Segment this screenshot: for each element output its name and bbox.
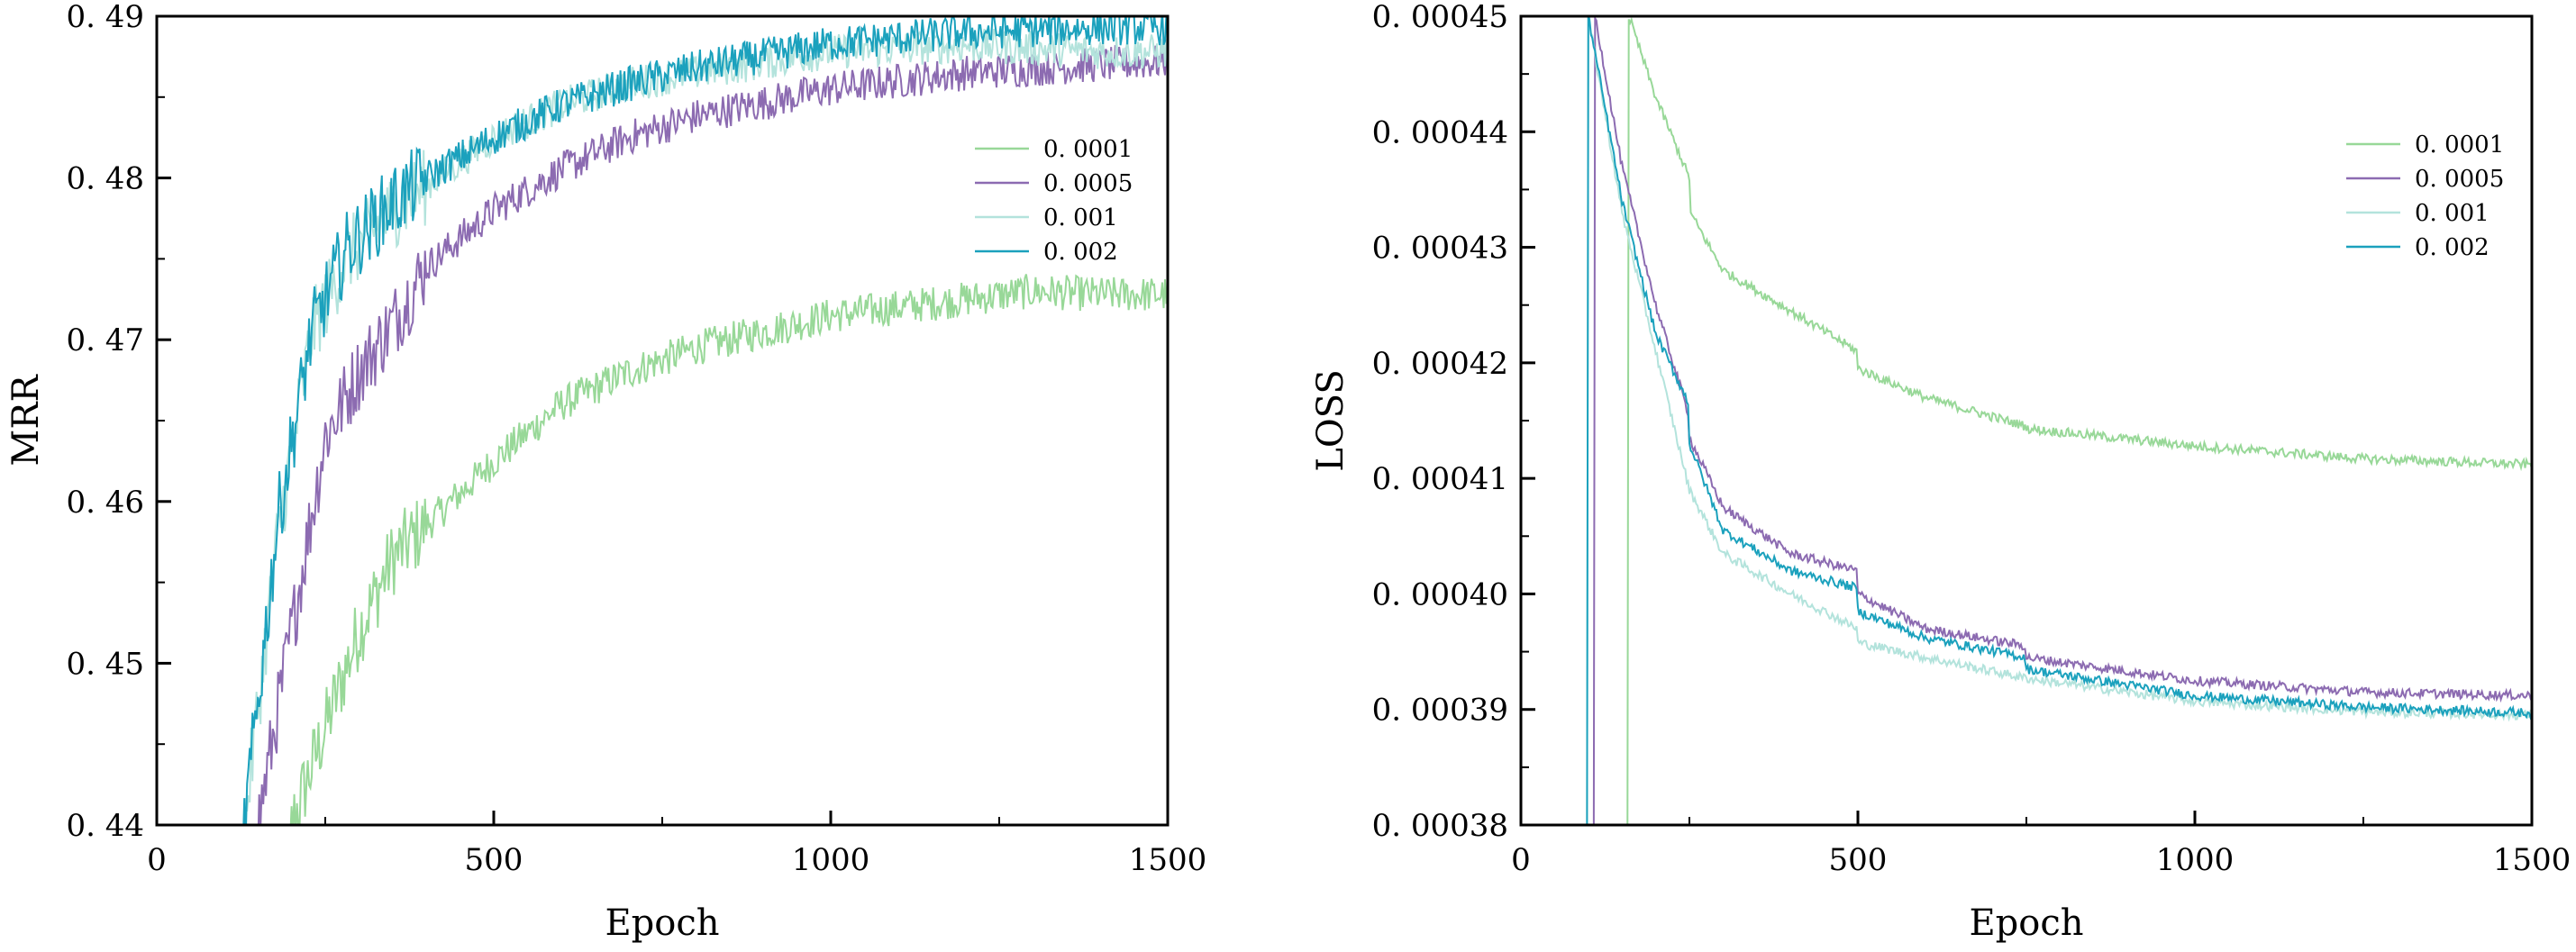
y-tick-label: 0. 00042 xyxy=(1372,346,1508,382)
y-tick-label: 0. 00040 xyxy=(1372,576,1508,612)
legend-label: 0. 0001 xyxy=(2415,131,2504,159)
x-tick-label: 0 xyxy=(147,842,167,878)
y-tick-label: 0. 00043 xyxy=(1372,231,1508,267)
series-line-00005 xyxy=(257,44,1168,825)
x-tick-label: 1500 xyxy=(2493,842,2571,878)
legend-label: 0. 0005 xyxy=(1043,170,1133,197)
y-tick-label: 0. 44 xyxy=(66,808,144,844)
plot-frame xyxy=(155,14,1170,827)
x-axis-label: Epoch xyxy=(605,902,719,944)
y-tick-label: 0. 48 xyxy=(66,161,144,197)
series-line-00001 xyxy=(1626,16,2532,825)
x-tick-label: 1000 xyxy=(792,842,870,878)
legend-label: 0. 0005 xyxy=(2415,166,2504,193)
series-line-0002 xyxy=(242,16,1168,825)
legend: 0. 0001 0. 0005 0. 001 0. 002 xyxy=(975,136,1133,266)
y-tick-label: 0. 00044 xyxy=(1372,114,1508,150)
y-tick-label: 0. 00041 xyxy=(1372,461,1508,497)
series-line-00001 xyxy=(289,274,1168,825)
x-tick-label: 0 xyxy=(1511,842,1531,878)
series-line-0001 xyxy=(1586,16,2532,825)
y-tick-label: 0. 00038 xyxy=(1372,808,1508,844)
y-tick-label: 0. 45 xyxy=(66,646,144,682)
y-axis-label: MRR xyxy=(5,374,47,467)
y-tick-label: 0. 00045 xyxy=(1372,0,1508,35)
x-tick-label: 1000 xyxy=(2156,842,2235,878)
y-tick-label: 0. 00039 xyxy=(1372,693,1508,729)
legend-label: 0. 0001 xyxy=(1043,136,1133,163)
x-tick-label: 500 xyxy=(465,842,523,878)
x-axis-label: Epoch xyxy=(1969,902,2083,944)
y-tick-label: 0. 47 xyxy=(66,322,144,358)
legend-label: 0. 002 xyxy=(1043,239,1118,266)
series-line-0001 xyxy=(243,28,1168,825)
series-line-0002 xyxy=(1586,16,2532,825)
y-tick-label: 0. 46 xyxy=(66,485,144,521)
chart-panel-1: 0 500 1000 1500 0. 44 0. 45 0. 46 0. 47 0. 48 0. … xyxy=(5,0,1206,944)
legend-label: 0. 001 xyxy=(1043,204,1118,231)
chart-panel-2: 0 500 1000 1500 0. 00038 0. 00039 0. 00040 0. 0… xyxy=(1310,0,2571,944)
x-tick-label: 1500 xyxy=(1129,842,1207,878)
y-tick-label: 0. 49 xyxy=(66,0,144,35)
legend-label: 0. 002 xyxy=(2415,234,2490,261)
legend: 0. 0001 0. 0005 0. 001 0. 002 xyxy=(2346,131,2504,261)
y-axis-label: LOSS xyxy=(1310,369,1352,471)
series-group xyxy=(1586,16,2532,825)
x-tick-label: 500 xyxy=(1829,842,1888,878)
legend-label: 0. 001 xyxy=(2415,200,2490,227)
series-line-00005 xyxy=(1592,16,2532,825)
series-group xyxy=(242,16,1168,825)
